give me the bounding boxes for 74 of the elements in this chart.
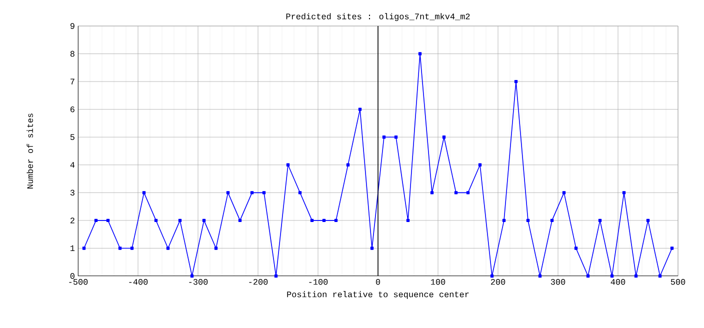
point — [130, 246, 134, 250]
y-tick-label: 2 — [70, 218, 74, 224]
point — [430, 191, 434, 194]
point — [202, 218, 206, 222]
x-axis-title: Position relative to sequence center — [287, 291, 469, 299]
point — [526, 218, 530, 222]
point — [310, 218, 314, 222]
x-tick-label: -300 — [189, 279, 208, 285]
x-tick-label: -100 — [309, 279, 328, 285]
y-tick-label: 0 — [70, 273, 74, 279]
point — [286, 163, 290, 166]
point — [154, 218, 158, 222]
point — [658, 274, 662, 278]
x-tick-label: -500 — [69, 279, 88, 285]
chart-title: Predicted sites : oligos_7nt_mkv4_m2 — [286, 13, 470, 22]
point — [586, 274, 590, 278]
point — [274, 274, 278, 278]
x-tick-label: 300 — [550, 279, 566, 285]
point — [82, 246, 86, 250]
y-tick-label: 1 — [70, 245, 75, 252]
point — [514, 80, 518, 84]
x-tick-label: 400 — [610, 279, 626, 285]
point — [226, 191, 230, 194]
point — [298, 191, 302, 194]
x-tick-label: -200 — [249, 279, 268, 285]
y-tick-label: 3 — [70, 190, 74, 196]
point — [598, 218, 602, 222]
y-tick-label: 8 — [70, 50, 74, 57]
x-tick-label: 200 — [490, 279, 506, 285]
point — [574, 246, 578, 250]
point — [478, 163, 482, 166]
x-tick-label: 0 — [376, 279, 380, 285]
point — [406, 218, 410, 222]
point — [382, 136, 386, 139]
point — [394, 136, 398, 139]
point — [538, 274, 542, 278]
y-tick-label: 7 — [70, 78, 74, 84]
y-tick-label: 6 — [70, 106, 74, 112]
point — [142, 191, 146, 194]
point — [562, 191, 566, 194]
x-tick-label: 500 — [670, 279, 686, 285]
point — [670, 246, 674, 250]
point — [418, 52, 422, 56]
point — [454, 191, 458, 194]
point — [214, 246, 218, 250]
point — [94, 218, 98, 222]
point — [238, 218, 242, 222]
point — [358, 108, 362, 111]
y-tick-label: 4 — [70, 162, 75, 168]
point — [166, 246, 170, 250]
x-tick-label: -400 — [129, 279, 148, 285]
point — [646, 218, 650, 222]
y-tick-label: 9 — [70, 23, 74, 29]
point — [118, 246, 122, 250]
point — [346, 163, 350, 166]
point — [190, 274, 194, 278]
point — [178, 218, 182, 222]
point — [622, 191, 626, 194]
point — [370, 246, 374, 250]
point — [250, 191, 254, 194]
point — [322, 218, 326, 222]
point — [106, 218, 110, 222]
point — [610, 274, 614, 278]
point — [550, 218, 554, 222]
y-axis-title: Number of sites — [26, 114, 33, 188]
point — [502, 218, 506, 222]
point — [466, 191, 470, 194]
x-tick-label: 100 — [430, 279, 446, 285]
y-tick-label: 5 — [70, 134, 74, 140]
point — [262, 191, 266, 194]
point — [334, 218, 338, 222]
point — [442, 136, 446, 139]
point — [634, 274, 638, 278]
point — [490, 274, 494, 278]
